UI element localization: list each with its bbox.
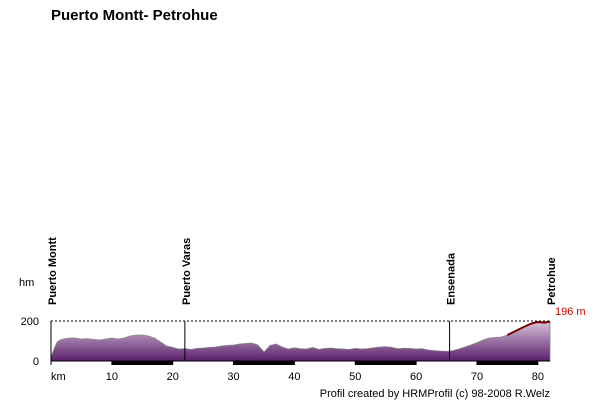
x-tick-label: 70 — [471, 371, 483, 383]
place-label: Ensenada — [446, 252, 458, 305]
x-tick-label: 30 — [227, 371, 239, 383]
x-axis-unit-label: km — [51, 371, 66, 383]
y-tick-label: 0 — [33, 356, 39, 368]
credit-text: Profil created by HRMProfil (c) 98-2008 … — [320, 388, 550, 400]
x-tick-label: 20 — [167, 371, 179, 383]
x-tick-label: 10 — [106, 371, 118, 383]
x-tick-label: 40 — [288, 371, 300, 383]
x-tick-label: 60 — [410, 371, 422, 383]
place-label: Petrohue — [546, 257, 558, 305]
x-axis-scale-segment — [355, 361, 417, 365]
y-axis-tick-labels: 0 200 — [21, 316, 39, 368]
climb-highlight-line — [506, 320, 551, 336]
place-label: Puerto Varas — [181, 238, 193, 305]
x-tick-label: 50 — [349, 371, 361, 383]
x-axis-scale-segment — [476, 361, 538, 365]
x-axis-scale-segment — [111, 361, 173, 365]
elevation-area — [50, 321, 551, 362]
end-elevation-label: 196 m — [555, 306, 586, 318]
x-axis-tick-labels: 10 20 30 40 50 60 70 80 — [106, 371, 544, 383]
chart-title: Puerto Montt- Petrohue — [51, 7, 218, 24]
x-tick-label: 80 — [532, 371, 544, 383]
y-axis-unit-label: hm — [19, 277, 34, 289]
place-label: Puerto Montt — [47, 237, 59, 305]
y-tick-label: 200 — [21, 316, 39, 328]
place-markers: Puerto Montt Puerto Varas Ensenada Petrohue — [47, 237, 558, 361]
x-axis — [50, 321, 550, 365]
x-axis-scale-segment — [233, 361, 295, 365]
